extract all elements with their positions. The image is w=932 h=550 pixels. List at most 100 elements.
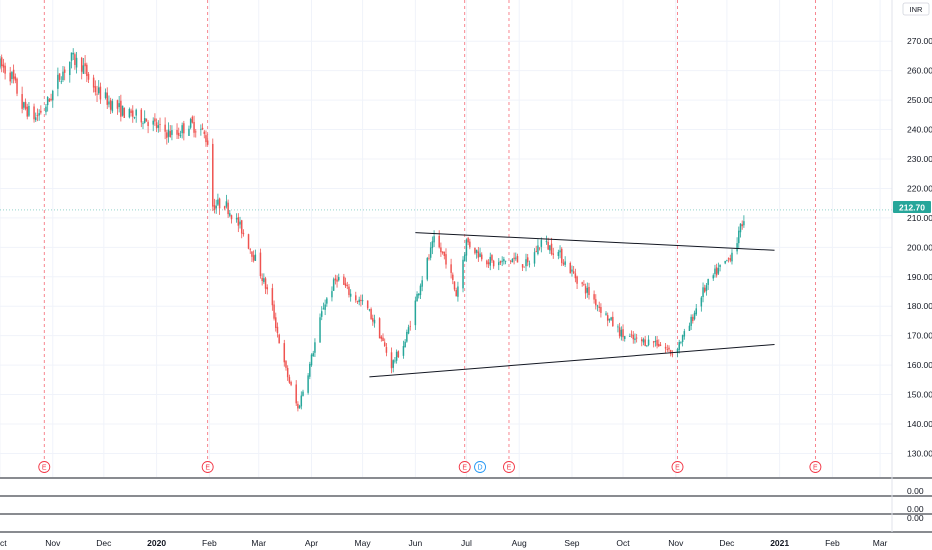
candle-body [717,268,720,274]
candle-body [157,125,160,128]
trendlines[interactable] [369,232,775,378]
earnings-marker[interactable]: E [38,461,51,473]
candle-body [642,339,645,343]
candle-body [690,316,692,326]
candle-body [169,131,171,138]
candle-body [166,132,168,138]
candle-body [132,110,134,117]
candle-body [332,279,335,291]
candle-body [540,240,543,247]
candle-body [24,101,27,109]
candle-body [622,329,624,338]
earnings-marker[interactable]: E [671,461,684,473]
last-price-label: 212.70 [899,203,925,213]
candle-body [581,282,583,284]
candle-body [36,115,39,117]
candle-body [191,116,194,123]
pane-value-label: 0.00 [907,504,924,514]
candle-body [159,124,161,125]
candle-body [193,121,195,133]
candle-body [99,86,102,100]
candle-body [511,258,514,263]
earnings-marker[interactable]: E [458,461,471,473]
x-tick-label: Oct [0,538,7,548]
candle-body [123,107,126,118]
y-axis[interactable]: 130.00 140.00 150.00 160.00 170.00 180.00 190.… [905,3,932,458]
candle-body [654,341,657,342]
candle-body [240,220,243,234]
candle-body [666,349,669,350]
earnings-marker[interactable]: E [809,461,822,473]
candle-body [659,344,662,346]
x-axis[interactable]: Oct Nov Dec 2020 Feb Mar Apr May Jun Jul Aug Sep Oct… [0,538,888,548]
candle-body [109,100,112,110]
y-tick-label: 210.00 [907,213,932,223]
candle-body [380,336,383,339]
candle-body [45,106,47,113]
candle-body [201,127,204,130]
candle-body [681,335,684,342]
candle-body [322,308,325,310]
candle-body [276,326,279,334]
candle-body [538,247,541,249]
candle-body [641,339,643,342]
candle-body [242,232,245,235]
candle-body [118,103,120,108]
x-tick-label: Dec [96,538,112,548]
candle-body [370,308,372,320]
candle-body [366,300,369,309]
y-tick-label: 130.00 [907,448,932,458]
candle-body [523,266,526,268]
candle-body [606,315,609,321]
candle-body [731,252,733,262]
candle-body [700,297,703,307]
candle-body [128,108,131,118]
dividend-marker[interactable]: D [474,461,486,473]
candle-body [729,258,732,261]
candle-body [11,72,13,80]
candle-body [676,348,679,354]
x-tick-label: Aug [512,538,527,548]
candle-body [111,101,114,112]
candle-body [545,241,548,243]
y-tick-label: 250.00 [907,95,932,105]
currency-badge[interactable]: INR [902,2,930,16]
x-tick-label: May [355,538,372,548]
candle-body [263,278,265,282]
candle-body [537,245,539,255]
y-tick-label: 190.00 [907,272,932,282]
candle-body [86,64,88,77]
candle-body [629,336,631,337]
candle-body [533,252,536,264]
candle-body [205,135,207,143]
candle-body [195,131,197,133]
candle-body [474,247,476,254]
candle-body [433,236,435,243]
candle-body [189,119,192,128]
candle-body [618,327,621,337]
candle-body [135,109,137,116]
candle-body [646,345,648,347]
candle-body [617,326,619,328]
candle-body [552,253,554,255]
candle-body [372,318,374,322]
y-tick-label: 160.00 [907,360,932,370]
candle-body [489,256,492,266]
trendline[interactable] [415,232,775,251]
y-tick-label: 260.00 [907,66,932,76]
candle-body [635,337,638,339]
candle-body [477,251,480,258]
candle-body [215,205,217,209]
trendline[interactable] [369,344,775,378]
candle-body [33,106,35,120]
candle-body [499,260,502,263]
candle-body [21,94,23,109]
candle-body [69,61,71,76]
earnings-marker[interactable]: E [201,461,214,473]
candle-body [285,361,287,368]
earnings-marker[interactable]: E [503,461,515,473]
candle-body [346,285,349,287]
event-marker-label: E [507,465,512,472]
